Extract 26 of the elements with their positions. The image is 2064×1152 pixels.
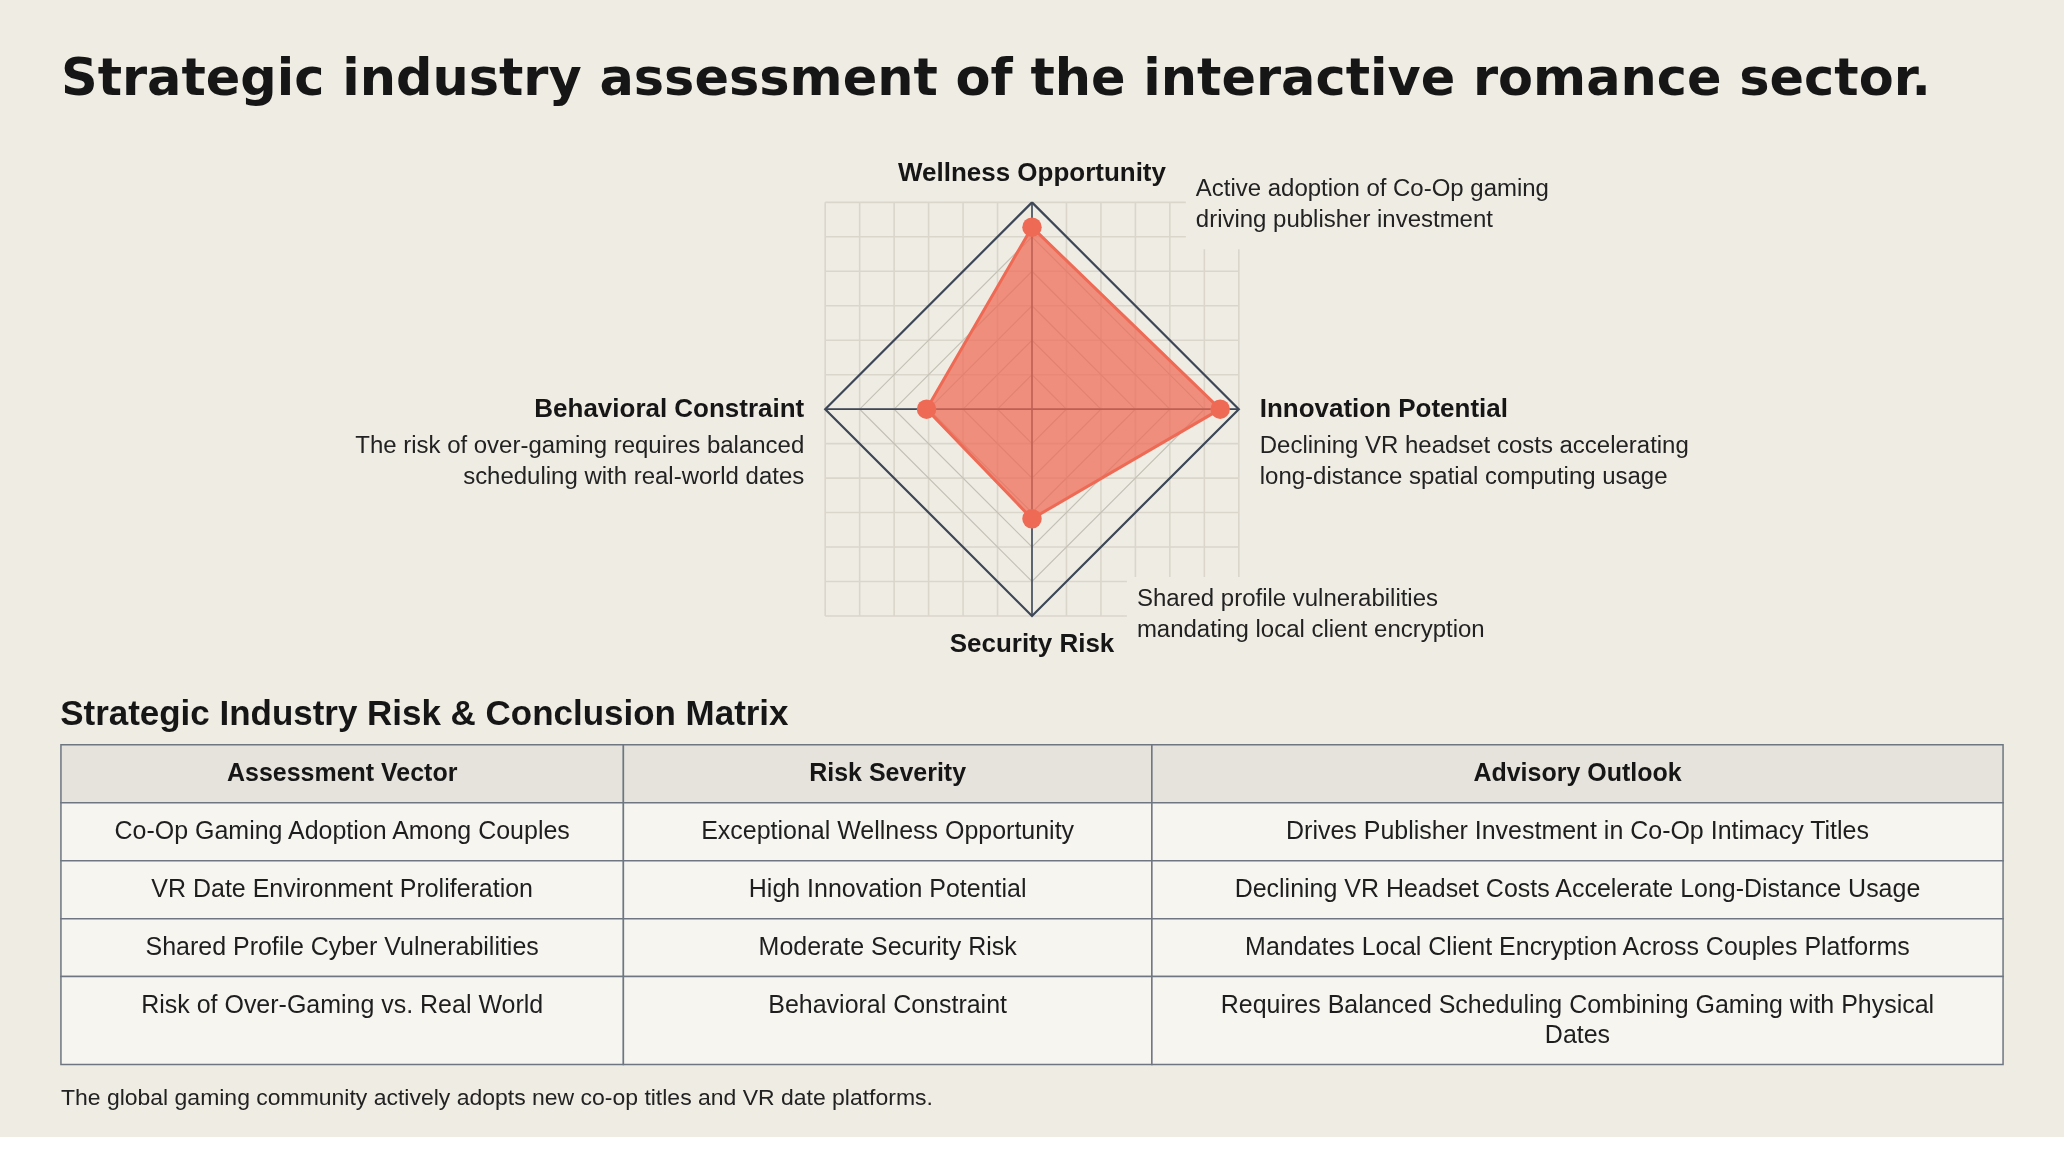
text: Drives Publisher Investment in Co-Op Intimacy Titles <box>1286 816 1869 845</box>
spoke-label: Behavioral Constraint <box>534 393 805 424</box>
category-label: Assessment Vector <box>226 758 458 787</box>
chart-title: Strategic industry assessment of the interactive romance sector. <box>60 48 1931 108</box>
text: Declining VR headset costs accelerating long-distance spatial computing usage <box>1259 431 1689 490</box>
spoke-label: Innovation Potential <box>1259 393 1508 424</box>
category-label: Risk Severity <box>809 758 967 787</box>
text: Mandates Local Client Encryption Across Couples Platforms <box>1245 932 1910 961</box>
text: VR Date Environment Proliferation <box>151 874 533 903</box>
text: Moderate Security Risk <box>758 932 1017 961</box>
text: Shared profile vulnerabilities mandating local client encryption <box>1136 583 1485 642</box>
text: Shared Profile Cyber Vulnerabilities <box>145 932 539 961</box>
category-label: Advisory Outlook <box>1473 758 1682 787</box>
text: Exceptional Wellness Opportunity <box>701 816 1075 845</box>
text: Active adoption of Co-Op gaming driving publisher investment <box>1195 174 1549 233</box>
text: Risk of Over-Gaming vs. Real World <box>141 990 544 1019</box>
text: Strategic Industry Risk & Conclusion Matrix <box>60 693 790 733</box>
text: The risk of over-gaming requires balanced scheduling with real-world dates <box>355 431 805 490</box>
text: High Innovation Potential <box>748 874 1027 903</box>
text: Declining VR Headset Costs Accelerate Long-Distance Usage <box>1234 874 1921 903</box>
text: Behavioral Constraint <box>768 990 1007 1019</box>
spoke-label: Wellness Opportunity <box>898 157 1167 188</box>
text: Requires Balanced Scheduling Combining Gaming with Physical Dates <box>1220 990 1935 1049</box>
text: Co-Op Gaming Adoption Among Couples <box>114 816 570 845</box>
text: The global gaming community actively adopts new co-op titles and VR date platforms. <box>60 1084 933 1111</box>
spoke-label: Security Risk <box>949 627 1115 658</box>
